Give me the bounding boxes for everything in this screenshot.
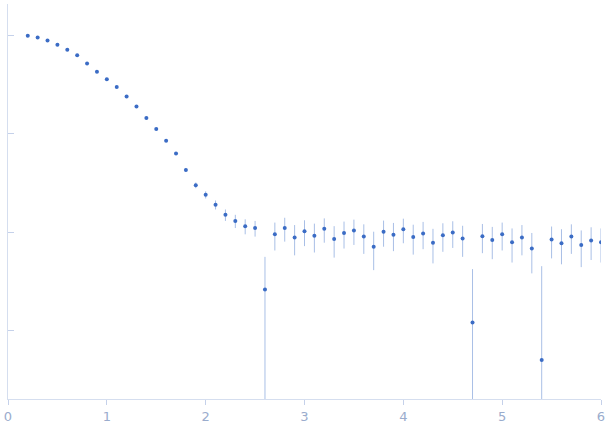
svg-text:2: 2 <box>202 409 210 424</box>
svg-text:6: 6 <box>597 409 605 424</box>
svg-text:0: 0 <box>4 409 12 424</box>
svg-text:5: 5 <box>498 409 506 424</box>
svg-text:3: 3 <box>300 409 308 424</box>
svg-text:1: 1 <box>103 409 111 424</box>
svg-text:4: 4 <box>399 409 407 424</box>
